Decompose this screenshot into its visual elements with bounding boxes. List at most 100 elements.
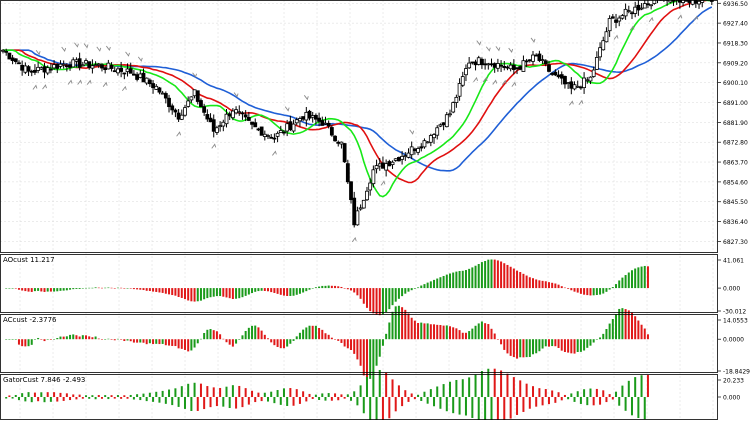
ac-histogram-bar	[455, 328, 457, 339]
gator-histogram-bar	[516, 397, 518, 415]
ao-axis-label: 41.061	[723, 258, 744, 265]
ao-histogram-bar	[328, 286, 330, 289]
ac-histogram-bar	[634, 316, 636, 339]
candle-body	[487, 64, 490, 65]
gator-histogram-bar	[261, 397, 263, 401]
candle-body	[142, 73, 145, 82]
ao-histogram-bar	[171, 288, 173, 295]
ao-histogram-bar	[593, 288, 595, 295]
ac-histogram-bar	[602, 334, 604, 339]
candle-body	[365, 191, 368, 200]
ac-axis-label: 0.0000	[723, 337, 744, 344]
ao-histogram-bar	[337, 286, 339, 288]
candle-body	[72, 60, 75, 67]
gator-histogram-bar	[526, 384, 528, 397]
candle-body	[493, 64, 496, 68]
ac-histogram-bar	[18, 339, 20, 344]
fractal-up-arrow	[486, 47, 490, 51]
ao-histogram-bar	[136, 288, 138, 289]
gator-histogram-bar	[420, 397, 422, 401]
candle-body	[618, 18, 621, 21]
candle-body	[324, 123, 327, 124]
gator-histogram-bar	[356, 397, 358, 405]
ac-histogram-bar	[491, 329, 493, 339]
ao-histogram-bar	[577, 288, 579, 293]
candle-body	[532, 55, 535, 61]
ao-histogram-bar	[114, 288, 116, 289]
gator-histogram-bar	[56, 397, 58, 402]
ac-histogram-bar	[376, 339, 378, 366]
gator-histogram-bar	[538, 388, 540, 397]
ac-histogram-bar	[580, 339, 582, 352]
candle-body	[260, 127, 263, 135]
candle-body	[2, 50, 5, 51]
ao-histogram-bar	[494, 260, 496, 288]
ao-histogram-bar	[142, 288, 144, 290]
ao-histogram-bar	[21, 288, 23, 290]
candle-body	[589, 77, 592, 81]
ao-histogram-bar	[91, 288, 93, 289]
ao-histogram-bar	[139, 288, 141, 290]
candle-body	[228, 114, 231, 116]
ao-histogram-bar	[538, 280, 540, 288]
candle-body	[461, 77, 464, 86]
gator-histogram-bar	[315, 395, 317, 397]
gator-histogram-bar	[423, 392, 425, 397]
ao-histogram-bar	[558, 285, 560, 288]
ao-histogram-bar	[331, 286, 333, 288]
fractal-up-arrow	[126, 52, 130, 56]
fractal-down-arrow	[33, 85, 37, 89]
gator-histogram-bar	[577, 391, 579, 397]
fractal-up-arrow	[531, 38, 535, 42]
ac-histogram-bar	[31, 339, 33, 345]
gator-histogram-bar	[439, 397, 441, 409]
ao-histogram-bar	[216, 288, 218, 296]
gator-histogram-bar	[376, 397, 378, 420]
gator-histogram-bar	[503, 397, 505, 420]
ao-histogram-bar	[455, 272, 457, 288]
gator-histogram-bar	[465, 397, 467, 415]
candle-body	[385, 164, 388, 170]
candle-body	[356, 211, 359, 225]
candle-body	[426, 142, 429, 143]
ac-histogram-bar	[340, 339, 342, 343]
gator-histogram-bar	[53, 392, 55, 397]
ao-histogram-bar	[340, 287, 342, 288]
ao-histogram-bar	[596, 288, 598, 295]
gator-histogram-bar	[264, 393, 266, 397]
candle-body	[509, 65, 512, 69]
gator-histogram-bar	[334, 393, 336, 397]
ao-histogram-bar	[372, 288, 374, 313]
candle-body	[528, 60, 531, 61]
ao-histogram-bar	[213, 288, 215, 297]
candle-body	[308, 111, 311, 118]
gator-histogram-bar	[542, 397, 544, 405]
ac-histogram-bar	[331, 338, 333, 340]
ao-histogram-bar	[235, 288, 237, 299]
ac-histogram-bar	[200, 339, 202, 340]
candle-body	[282, 132, 285, 133]
candle-body	[602, 41, 605, 50]
ac-histogram-bar	[222, 339, 224, 340]
ac-histogram-bar	[328, 335, 330, 339]
candle-body	[640, 8, 643, 9]
gator-histogram-bar	[567, 397, 569, 399]
fractal-up-arrow	[106, 46, 110, 50]
candle-body	[627, 11, 630, 12]
gator-histogram-bar	[152, 397, 154, 402]
ao-histogram-bar	[241, 288, 243, 297]
ac-histogram-bar	[363, 339, 365, 375]
ao-histogram-bar	[574, 288, 576, 292]
candle-body	[378, 164, 381, 166]
price-axis-label: 6900.10	[723, 80, 748, 87]
ao-histogram-bar	[200, 288, 202, 301]
gator-histogram-bar	[312, 397, 314, 399]
ac-histogram-bar	[494, 334, 496, 340]
ao-histogram-bar	[123, 288, 125, 289]
ao-histogram-bar	[583, 288, 585, 295]
gator-histogram-bar	[631, 397, 633, 415]
ao-histogram-bar	[315, 287, 317, 288]
ac-histogram-bar	[213, 330, 215, 339]
gator-histogram-bar	[462, 379, 464, 397]
